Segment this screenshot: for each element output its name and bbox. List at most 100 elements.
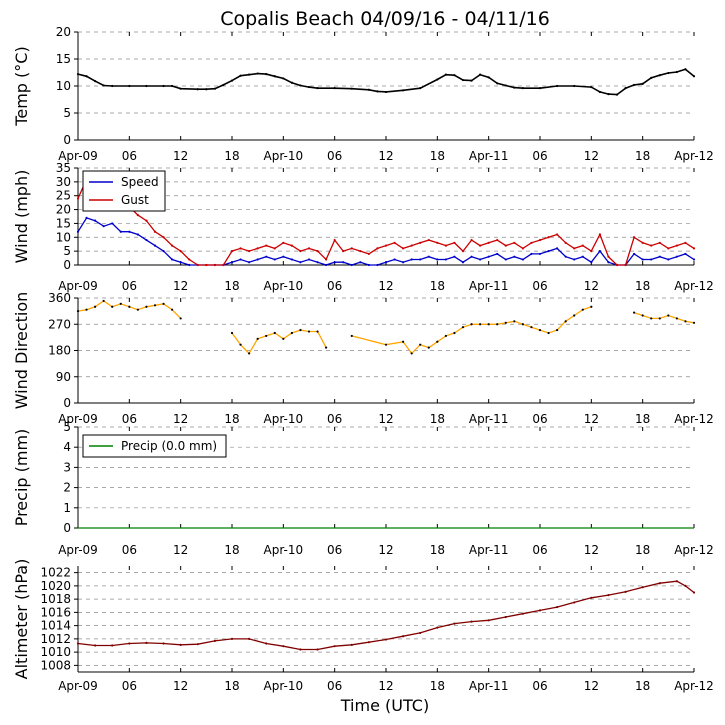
data-point <box>590 596 593 599</box>
data-point <box>538 238 542 242</box>
data-point <box>658 241 661 244</box>
data-point <box>162 250 165 253</box>
series-line-temp <box>77 68 695 96</box>
data-point <box>624 590 627 593</box>
data-point <box>230 331 234 335</box>
data-point <box>556 233 559 236</box>
data-point <box>556 247 559 250</box>
data-point <box>299 648 302 651</box>
data-point <box>504 244 507 247</box>
x-tick-label: Apr-11 <box>469 543 509 557</box>
data-point <box>453 255 456 258</box>
series-line-altimeter <box>77 580 695 651</box>
y-tick-label: 5 <box>63 244 71 258</box>
x-tick-label: 18 <box>224 412 239 426</box>
x-tick-label: 06 <box>532 679 547 693</box>
x-tick-label: Apr-12 <box>674 279 714 293</box>
y-axis-label: Temp (°C) <box>12 46 31 126</box>
data-point <box>273 247 276 250</box>
y-tick-label: 15 <box>56 216 71 230</box>
y-tick-label: 4 <box>63 440 71 454</box>
data-point <box>461 326 465 329</box>
data-point <box>282 337 285 340</box>
data-point <box>85 308 88 311</box>
data-point <box>85 216 88 219</box>
data-point <box>179 250 182 253</box>
data-point <box>376 247 379 250</box>
data-point <box>556 328 559 332</box>
data-point <box>145 84 148 88</box>
data-point <box>239 343 242 346</box>
data-point <box>658 74 661 77</box>
data-point <box>102 225 105 228</box>
data-point <box>436 78 439 81</box>
x-tick-label: Apr-09 <box>58 279 98 293</box>
y-tick-label: 0 <box>63 521 71 535</box>
data-point <box>513 241 516 244</box>
panel-3: 0 90 180 270 360 Apr-09 06 12 18 Apr-10 06 12 18 Apr-… <box>12 291 714 426</box>
data-point <box>213 263 216 267</box>
y-tick-label: 5 <box>63 420 71 434</box>
data-point <box>444 258 447 261</box>
x-tick-label: 18 <box>430 279 445 293</box>
data-point <box>299 328 302 332</box>
data-point <box>444 244 447 247</box>
y-tick-label: 10 <box>56 230 71 244</box>
data-point <box>248 73 251 76</box>
data-point <box>573 601 576 604</box>
data-point <box>504 615 507 619</box>
data-point <box>94 219 97 222</box>
y-tick-label: 0 <box>63 133 71 147</box>
data-point <box>410 258 413 261</box>
data-point <box>504 321 507 324</box>
data-point <box>256 337 259 340</box>
data-point <box>667 258 670 261</box>
x-tick-label: 12 <box>378 412 393 426</box>
y-tick-label: 1012 <box>40 632 71 646</box>
x-tick-label: 12 <box>378 149 393 163</box>
data-point <box>436 340 439 343</box>
data-point <box>196 263 199 267</box>
data-point <box>213 87 216 90</box>
x-axis-label: Time (UTC) <box>340 696 429 715</box>
data-point <box>119 230 122 233</box>
data-point <box>641 241 644 244</box>
data-point <box>419 631 422 635</box>
x-tick-label: Apr-10 <box>264 279 304 293</box>
data-point <box>564 320 567 323</box>
y-axis-label: Precip (mm) <box>12 429 31 527</box>
data-point <box>547 236 550 239</box>
data-point <box>265 73 268 76</box>
data-point <box>205 263 208 267</box>
x-tick-label: 12 <box>584 149 599 163</box>
y-tick-label: 1 <box>63 501 71 515</box>
data-point <box>316 87 319 90</box>
x-tick-label: 12 <box>584 412 599 426</box>
data-point <box>179 261 182 264</box>
data-point <box>470 79 473 82</box>
x-tick-label: 06 <box>532 279 547 293</box>
data-point <box>624 263 627 267</box>
data-point <box>367 252 370 256</box>
x-tick-label: 12 <box>173 149 188 163</box>
legend-box <box>82 170 166 212</box>
data-point <box>171 258 174 261</box>
data-point <box>436 241 439 244</box>
data-point <box>675 70 678 74</box>
legend-label: Precip (0.0 mm) <box>121 439 217 453</box>
data-point <box>299 261 302 264</box>
x-tick-label: Apr-11 <box>469 149 509 163</box>
data-point <box>530 252 533 256</box>
data-point <box>384 261 388 264</box>
data-point <box>419 343 422 346</box>
y-tick-label: 25 <box>56 189 71 203</box>
legend: Speed Gust <box>82 170 166 212</box>
x-tick-label: Apr-10 <box>264 679 304 693</box>
data-point <box>196 643 199 646</box>
data-point <box>564 255 567 258</box>
data-point <box>162 302 165 305</box>
data-point <box>333 645 336 648</box>
data-point <box>342 261 345 264</box>
data-point <box>111 644 114 647</box>
x-tick-label: 06 <box>122 412 137 426</box>
